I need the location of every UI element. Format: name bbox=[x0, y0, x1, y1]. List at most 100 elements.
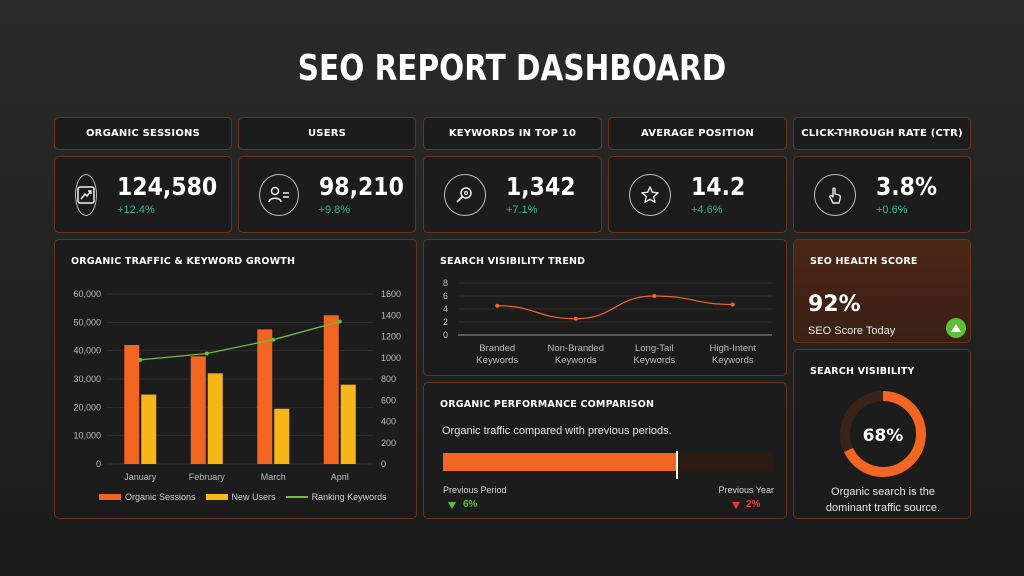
y-left-tick-label: 10,000 bbox=[73, 431, 101, 441]
users-icon bbox=[259, 174, 299, 216]
trend-chart-icon bbox=[75, 174, 97, 216]
kpi-label-card-organic-sessions: ORGANIC SESSIONS bbox=[54, 117, 232, 150]
star-icon bbox=[629, 174, 671, 216]
health-score-subtitle: SEO Score Today bbox=[808, 325, 895, 337]
kpi-label: ORGANIC SESSIONS bbox=[86, 128, 200, 139]
kpi-delta: +9.8% bbox=[319, 204, 415, 216]
kpi-value: 14.2 bbox=[691, 173, 745, 201]
y-right-tick-label: 200 bbox=[381, 438, 396, 448]
x-tick-label: Long-Tail bbox=[635, 343, 674, 354]
panel-title: SEO HEALTH SCORE bbox=[810, 256, 918, 267]
previous-period-label: Previous Period bbox=[443, 485, 507, 495]
bar-new-users bbox=[141, 395, 156, 464]
performance-panel: ORGANIC PERFORMANCE COMPARISON Organic t… bbox=[423, 382, 787, 519]
x-tick-label: Keywords bbox=[633, 355, 675, 366]
panel-title: SEARCH VISIBILITY bbox=[810, 366, 915, 377]
kpi-card-ctr: 3.8% +0.6% bbox=[793, 156, 971, 233]
panel-title: ORGANIC TRAFFIC & KEYWORD GROWTH bbox=[71, 256, 295, 267]
y-tick-label: 6 bbox=[443, 291, 448, 301]
donut-value: 68% bbox=[863, 426, 904, 446]
kpi-delta: +4.6% bbox=[691, 204, 753, 216]
panel-subtitle: Organic traffic compared with previous p… bbox=[442, 425, 672, 437]
kpi-delta: +12.4% bbox=[117, 204, 231, 216]
trend-chart: 02468BrandedKeywordsNon-BrandedKeywordsL… bbox=[424, 274, 786, 374]
previous-year-label: Previous Year bbox=[718, 485, 774, 495]
bar-organic-sessions bbox=[324, 315, 339, 464]
legend-label: New Users bbox=[232, 492, 276, 502]
kpi-card-users: 98,210 +9.8% bbox=[238, 156, 416, 233]
y-left-tick-label: 0 bbox=[96, 459, 101, 469]
y-tick-label: 4 bbox=[443, 304, 448, 314]
y-right-tick-label: 1600 bbox=[381, 289, 401, 299]
x-tick-label: Keywords bbox=[476, 355, 518, 366]
kpi-label: CLICK-THROUGH RATE (CTR) bbox=[801, 128, 963, 139]
legend-label: Ranking Keywords bbox=[312, 492, 387, 502]
y-right-tick-label: 600 bbox=[381, 395, 396, 405]
bar-new-users bbox=[208, 373, 223, 464]
bar-new-users bbox=[341, 385, 356, 464]
kpi-delta: +7.1% bbox=[506, 204, 585, 216]
caption-line: dominant traffic source. bbox=[794, 500, 972, 516]
up-triangle-icon[interactable] bbox=[946, 318, 966, 338]
legend-swatch-ranking-keywords bbox=[286, 496, 308, 498]
point-ranking-keywords bbox=[338, 320, 342, 324]
kpi-label-card-users: USERS bbox=[238, 117, 416, 150]
y-right-tick-label: 0 bbox=[381, 459, 386, 469]
bar-organic-sessions bbox=[191, 356, 206, 464]
visibility-point bbox=[495, 304, 499, 308]
kpi-value: 1,342 bbox=[506, 173, 576, 201]
x-tick-label: High-Intent bbox=[710, 343, 757, 354]
kpi-label-card-ctr: CLICK-THROUGH RATE (CTR) bbox=[793, 117, 971, 150]
comparison-bar-fill bbox=[443, 453, 677, 471]
legend-swatch-organic-sessions bbox=[99, 494, 121, 500]
visibility-line bbox=[497, 296, 733, 319]
visibility-point bbox=[574, 317, 578, 321]
y-left-tick-label: 20,000 bbox=[73, 402, 101, 412]
bar-organic-sessions bbox=[124, 345, 139, 464]
visibility-caption: Organic search is the dominant traffic s… bbox=[794, 484, 972, 516]
kpi-card-keywords-top10: 1,342 +7.1% bbox=[423, 156, 602, 233]
up-arrow-icon bbox=[448, 502, 456, 509]
kpi-value: 124,580 bbox=[117, 173, 217, 201]
y-right-tick-label: 400 bbox=[381, 417, 396, 427]
panel-title: SEARCH VISIBILITY TREND bbox=[440, 256, 585, 267]
kpi-label-card-keywords-top10: KEYWORDS IN TOP 10 bbox=[423, 117, 602, 150]
visibility-point bbox=[652, 294, 656, 298]
y-right-tick-label: 1400 bbox=[381, 310, 401, 320]
comparison-bar-track bbox=[443, 453, 773, 471]
bar-new-users bbox=[274, 409, 289, 464]
visibility-point bbox=[731, 302, 735, 306]
previous-period-value: 6% bbox=[463, 499, 477, 510]
y-left-tick-label: 50,000 bbox=[73, 317, 101, 327]
x-tick-label: Branded bbox=[479, 343, 515, 354]
traffic-chart: 0 10,000 20,000 30,000 40,000 50,000 60,000 0 20… bbox=[55, 278, 416, 518]
kpi-value: 3.8% bbox=[876, 173, 937, 201]
kpi-card-organic-sessions: 124,580 +12.4% bbox=[54, 156, 232, 233]
kpi-value: 98,210 bbox=[319, 173, 404, 201]
y-left-tick-label: 30,000 bbox=[73, 374, 101, 384]
y-tick-label: 2 bbox=[443, 317, 448, 327]
y-right-tick-label: 800 bbox=[381, 374, 396, 384]
kpi-label: KEYWORDS IN TOP 10 bbox=[449, 128, 576, 139]
x-tick-label: March bbox=[261, 472, 286, 482]
bar-organic-sessions bbox=[257, 329, 272, 464]
kpi-label: USERS bbox=[308, 128, 346, 139]
health-score-panel: SEO HEALTH SCORE 92% SEO Score Today bbox=[793, 239, 971, 343]
point-ranking-keywords bbox=[271, 338, 275, 342]
legend-label: Organic Sessions bbox=[125, 492, 196, 502]
point-ranking-keywords bbox=[138, 358, 142, 362]
kpi-card-average-position: 14.2 +4.6% bbox=[608, 156, 787, 233]
x-tick-label: Keywords bbox=[555, 355, 597, 366]
search-gear-icon bbox=[444, 174, 486, 216]
pointer-hand-icon bbox=[814, 174, 856, 216]
kpi-label-card-average-position: AVERAGE POSITION bbox=[608, 117, 787, 150]
x-tick-label: April bbox=[331, 472, 349, 482]
y-right-tick-label: 1200 bbox=[381, 332, 401, 342]
visibility-trend-panel: SEARCH VISIBILITY TREND 0 2 4 6 8 Branded Keyw… bbox=[423, 239, 787, 376]
comparison-marker bbox=[676, 451, 678, 479]
line-ranking-keywords bbox=[140, 322, 340, 360]
dashboard-title: SEO REPORT DASHBOARD bbox=[92, 48, 932, 89]
x-tick-label: Keywords bbox=[712, 355, 754, 366]
legend-swatch-new-users bbox=[206, 494, 228, 500]
traffic-panel: ORGANIC TRAFFIC & KEYWORD GROWTH 0 10,000… bbox=[54, 239, 417, 519]
